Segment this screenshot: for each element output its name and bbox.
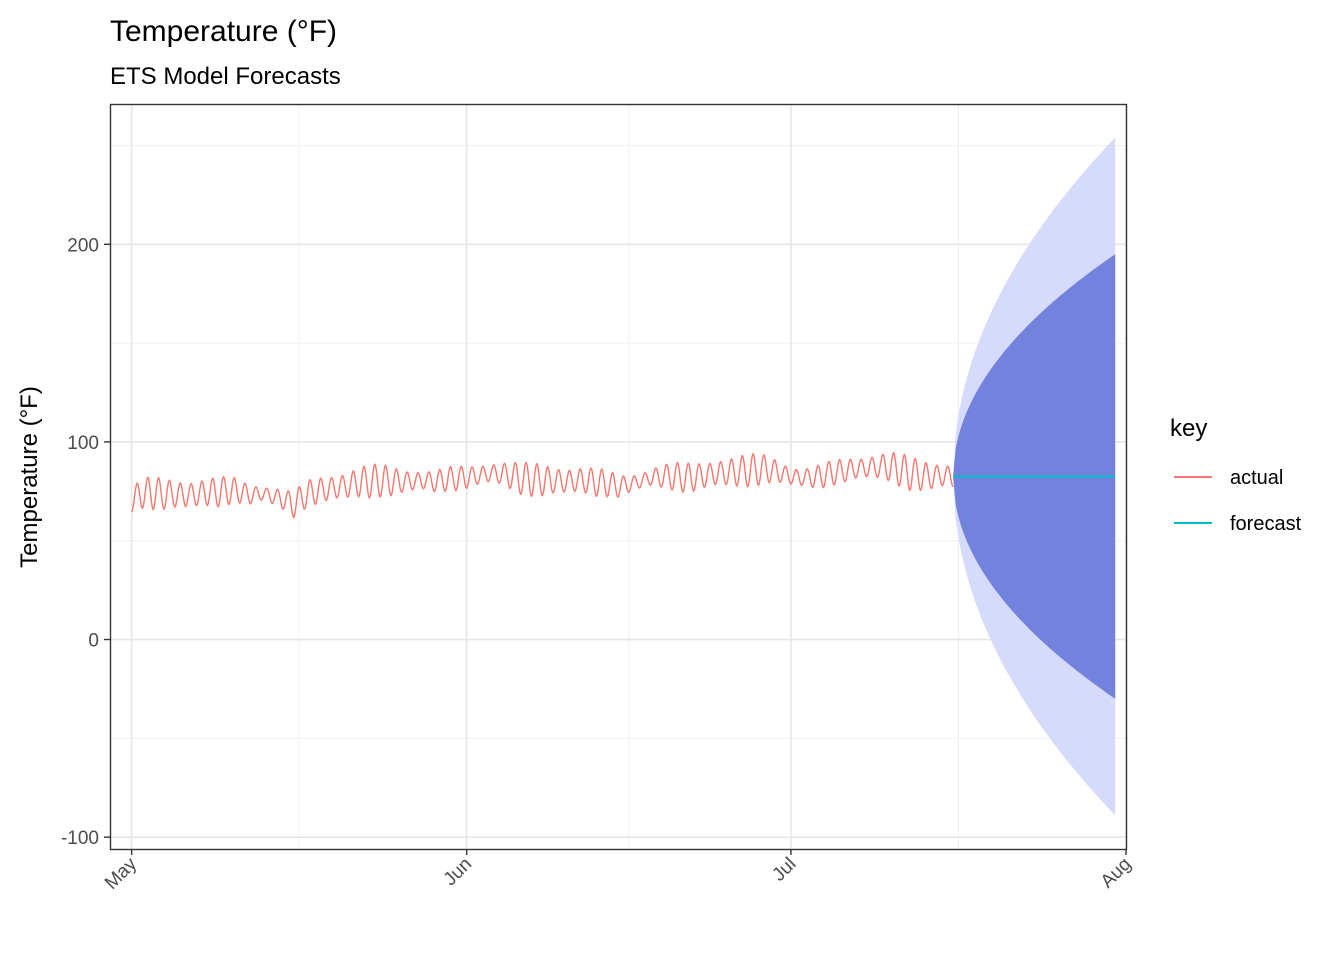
series-lines [130,451,1116,519]
x-tick-label: May [101,853,142,894]
plot-border [109,103,1128,851]
y-axis: -100 0 100 200 [61,235,110,849]
y-tick-label: 0 [88,631,99,652]
y-axis-title: Temperature (°F) [16,386,43,568]
legend-label-actual: actual [1230,467,1283,489]
chart-subtitle: ETS Model Forecasts [110,63,341,90]
x-tick-label: Jul [768,854,800,886]
legend-title: key [1170,415,1207,442]
minor-gridlines [110,104,1126,849]
y-tick-label: 100 [67,433,99,454]
y-tick-label: -100 [61,828,99,849]
x-axis: May Jun Jul Aug [101,849,1136,894]
legend-items: actual forecast [1174,467,1302,535]
y-tick-label: 200 [67,235,99,256]
legend-label-forecast: forecast [1230,513,1302,535]
series-line-actual [130,451,954,519]
x-tick-label: Jun [440,854,477,891]
x-tick-label: Aug [1097,854,1136,893]
legend: key actual forecast [1170,415,1302,535]
chart-title: Temperature (°F) [110,15,337,48]
